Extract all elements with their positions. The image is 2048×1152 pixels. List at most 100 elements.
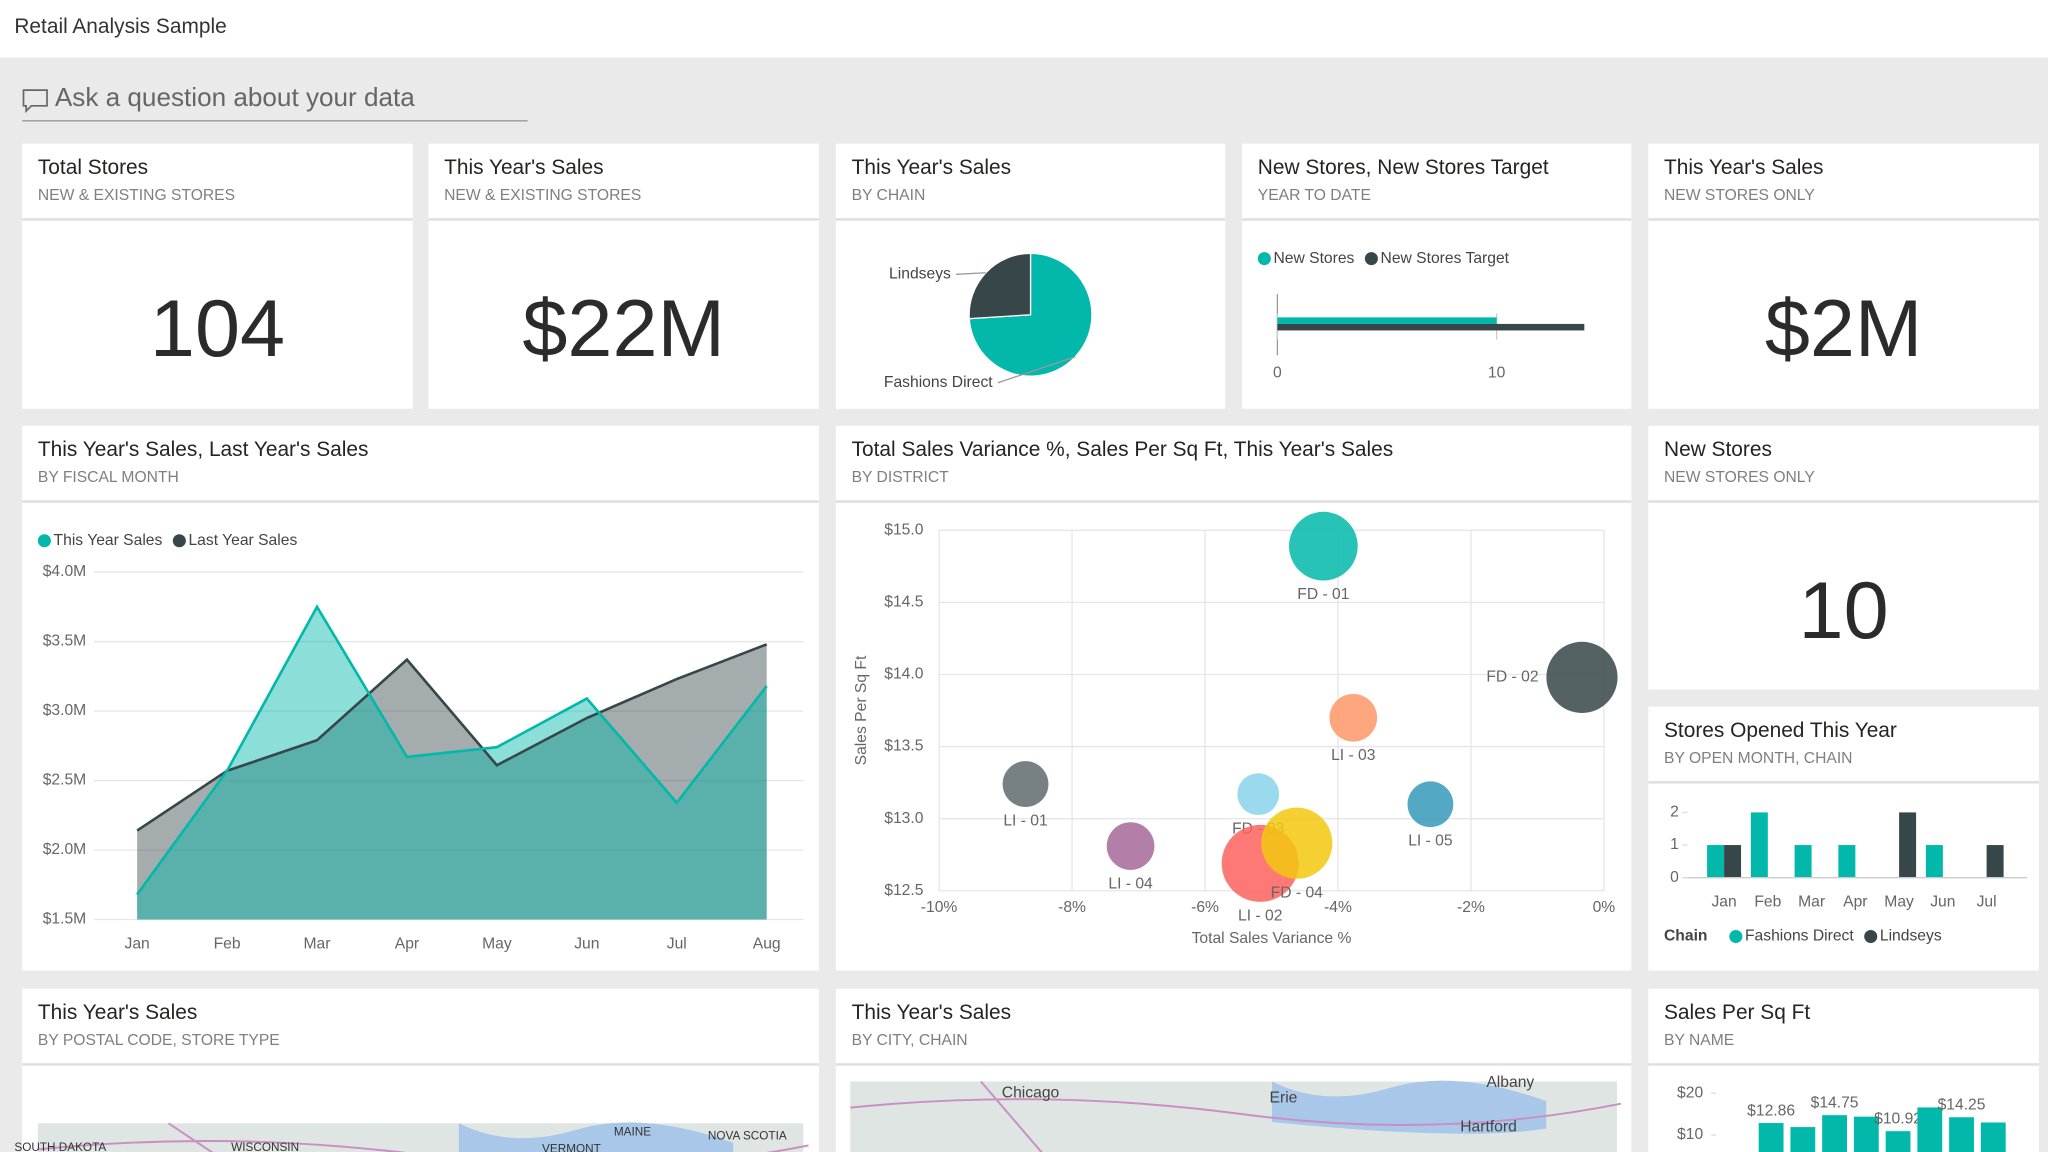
- bar: [1751, 812, 1768, 877]
- bar: [1949, 1117, 1974, 1152]
- legend-marker: [1729, 930, 1742, 943]
- bubble: [1289, 512, 1358, 581]
- y-tick-label: $13.0: [884, 810, 923, 827]
- card-value: 10: [1799, 566, 1889, 656]
- legend-label: New Stores Target: [1381, 250, 1510, 267]
- map-label: Albany: [1486, 1074, 1534, 1091]
- y-tick-label: $2.0M: [43, 841, 87, 858]
- map-label: Hartford: [1460, 1118, 1517, 1135]
- map-label: Chicago: [1002, 1084, 1060, 1101]
- tile-subtitle: NEW & EXISTING STORES: [38, 187, 235, 204]
- bar: [1795, 845, 1812, 878]
- tile-title: This Year's Sales: [852, 1001, 1011, 1024]
- y-tick-label: 0: [1670, 869, 1679, 886]
- legend-label: Lindseys: [1880, 928, 1942, 945]
- y-tick-label: 1: [1670, 836, 1679, 853]
- bubble-label: FD - 04: [1271, 884, 1323, 901]
- y-tick-label: $13.5: [884, 738, 923, 755]
- bubble: [1546, 642, 1617, 713]
- y-tick-label: $14.0: [884, 666, 923, 683]
- y-tick-label: $12.5: [884, 882, 923, 899]
- tile-title: Sales Per Sq Ft: [1664, 1001, 1810, 1024]
- y-tick-label: $3.0M: [43, 702, 87, 719]
- y-tick-label: $10: [1677, 1126, 1703, 1143]
- tile: This Year's Sales NEW & EXISTING STORES $2…: [428, 144, 819, 409]
- data-label: $14.75: [1811, 1095, 1859, 1112]
- x-tick-label: Aug: [753, 935, 781, 952]
- tile-title: This Year's Sales, Last Year's Sales: [38, 438, 369, 461]
- tile-subtitle: NEW STORES ONLY: [1664, 469, 1815, 486]
- bubble: [1237, 773, 1279, 815]
- x-tick-label: Jan: [1711, 894, 1736, 911]
- bar: [1987, 845, 2004, 878]
- legend-label: This Year Sales: [54, 532, 163, 549]
- x-tick-label: Apr: [1843, 894, 1867, 911]
- y-axis-title: Sales Per Sq Ft: [853, 655, 870, 765]
- data-label: $12.86: [1747, 1102, 1795, 1119]
- data-label: $10.92: [1874, 1111, 1922, 1128]
- tile-title: Total Sales Variance %, Sales Per Sq Ft,…: [852, 438, 1394, 461]
- tile-title: This Year's Sales: [444, 156, 603, 179]
- tile-title: This Year's Sales: [1664, 156, 1823, 179]
- tile: This Year's SalesBY CHAINFashions Direct…: [836, 144, 1225, 409]
- bubble-label: FD - 01: [1297, 586, 1349, 603]
- map-label: Erie: [1270, 1090, 1298, 1107]
- qna-icon: [24, 90, 48, 111]
- legend-label: Last Year Sales: [188, 532, 297, 549]
- bar: [1981, 1122, 2006, 1152]
- bar: [1899, 812, 1916, 877]
- y-tick-label: $1.5M: [43, 911, 87, 928]
- x-tick-label: Jun: [574, 935, 599, 952]
- legend-title: Chain: [1664, 928, 1708, 945]
- map-label: WISCONSIN: [231, 1141, 299, 1152]
- tile: This Year's Sales, Last Year's Sales BY F…: [22, 426, 819, 971]
- bubble: [1261, 808, 1332, 879]
- bubble-label: FD - 02: [1486, 669, 1538, 686]
- bubble-label: LI - 03: [1331, 747, 1376, 764]
- tile: New Stores, New Stores TargetYEAR TO DAT…: [1242, 144, 1631, 409]
- tile-subtitle: NEW & EXISTING STORES: [444, 187, 641, 204]
- bar: [1759, 1123, 1784, 1152]
- card-value: 104: [150, 284, 285, 374]
- tile: This Year's Sales BY CITY, CHAIN Chicago Er…: [836, 989, 1631, 1152]
- card-value: $22M: [522, 284, 725, 374]
- card-value: $2M: [1765, 284, 1923, 374]
- bubble-label: LI - 02: [1238, 907, 1282, 924]
- x-tick-label: Apr: [395, 935, 419, 952]
- tile-subtitle: BY CITY, CHAIN: [852, 1032, 968, 1049]
- tile: This Year's SalesNEW STORES ONLY$2M: [1648, 144, 2039, 409]
- bar: [1790, 1127, 1815, 1152]
- tile-subtitle: BY DISTRICT: [852, 469, 950, 486]
- x-tick-label: 0: [1273, 365, 1282, 382]
- x-tick-label: Jun: [1930, 894, 1955, 911]
- bubble-label: LI - 05: [1408, 833, 1453, 850]
- legend-marker: [38, 534, 51, 547]
- x-tick-label: 10: [1488, 365, 1506, 382]
- y-tick-label: 2: [1670, 804, 1679, 821]
- bar: [1917, 1107, 1942, 1152]
- bubble: [1107, 822, 1155, 870]
- tile-title: New Stores, New Stores Target: [1258, 156, 1549, 179]
- tile-subtitle: BY FISCAL MONTH: [38, 469, 179, 486]
- bubble-label: LI - 01: [1003, 812, 1047, 829]
- report-title: Retail Analysis Sample: [14, 15, 226, 38]
- x-tick-label: Jan: [125, 935, 150, 952]
- tile-subtitle: BY POSTAL CODE, STORE TYPE: [38, 1032, 280, 1049]
- bubble-label: LI - 04: [1108, 875, 1153, 892]
- legend-label: Fashions Direct: [1745, 928, 1854, 945]
- top-bar: [0, 0, 2048, 57]
- x-axis-title: Total Sales Variance %: [1192, 930, 1352, 947]
- qna-input[interactable]: Ask a question about your data: [55, 82, 415, 112]
- tile: New StoresNEW STORES ONLY10: [1648, 426, 2039, 690]
- x-tick-label: -6%: [1191, 899, 1219, 916]
- data-label: $14.25: [1938, 1097, 1986, 1114]
- bar: [1277, 324, 1584, 331]
- x-tick-label: -2%: [1457, 899, 1485, 916]
- y-tick-label: $3.5M: [43, 633, 87, 650]
- y-tick-label: $20: [1677, 1084, 1703, 1101]
- x-tick-label: Jul: [1977, 894, 1997, 911]
- tile-subtitle: BY NAME: [1664, 1032, 1734, 1049]
- tile-subtitle: BY OPEN MONTH, CHAIN: [1664, 750, 1852, 767]
